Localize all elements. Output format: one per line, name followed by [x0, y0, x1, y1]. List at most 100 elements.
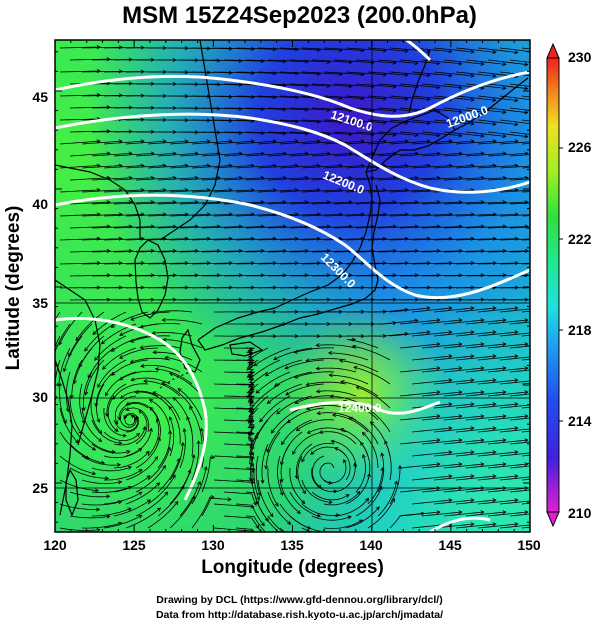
streamline-arrow — [162, 464, 166, 470]
streamline-arrow — [305, 406, 311, 411]
streamline-arrow — [118, 440, 123, 445]
streamline — [329, 374, 369, 385]
streamline — [223, 131, 265, 134]
streamline-arrow — [184, 261, 189, 266]
streamline-arrow — [537, 475, 540, 478]
streamline — [499, 308, 530, 313]
streamline — [487, 59, 528, 66]
streamline-arrow — [404, 72, 409, 77]
streamline — [465, 367, 506, 373]
streamline — [311, 455, 325, 489]
streamline — [465, 487, 506, 493]
streamline-arrow — [436, 109, 441, 114]
streamline — [311, 515, 352, 521]
streamline — [421, 511, 462, 517]
streamline — [59, 70, 101, 73]
colorbar-bottom-arrow — [546, 511, 560, 528]
streamline — [157, 226, 199, 229]
streamline — [279, 262, 321, 265]
streamline — [245, 371, 256, 386]
streamline-arrow — [537, 261, 540, 264]
streamline-arrow — [106, 57, 111, 62]
streamline-arrow — [155, 482, 161, 487]
streamline-arrow — [338, 533, 341, 536]
streamline-arrow — [238, 273, 243, 278]
streamline — [301, 479, 332, 503]
streamline-arrow — [351, 337, 357, 342]
streamline-arrow — [118, 261, 123, 266]
streamline — [267, 131, 309, 135]
streamline — [213, 213, 255, 217]
streamline — [245, 274, 287, 277]
streamline — [289, 491, 321, 517]
streamline-arrow — [148, 399, 154, 403]
streamline — [443, 152, 484, 157]
y-axis-title: Latitude (degrees) — [3, 205, 24, 371]
streamline — [301, 213, 343, 217]
streamline — [319, 431, 357, 445]
streamline-arrow — [404, 120, 409, 125]
streamline-arrow — [182, 427, 187, 433]
streamline-arrow — [524, 273, 529, 278]
streamline-arrow — [154, 456, 158, 461]
streamline-arrow — [480, 273, 485, 278]
streamline-arrow — [96, 93, 101, 98]
streamline — [477, 355, 518, 361]
streamline-arrow — [502, 414, 507, 419]
streamline — [443, 415, 484, 421]
streamline — [323, 119, 364, 123]
streamline — [465, 511, 506, 517]
streamline — [201, 250, 243, 253]
streamline — [169, 213, 211, 217]
streamline — [157, 201, 199, 205]
streamline-arrow — [238, 58, 243, 63]
streamline-arrow — [256, 496, 261, 501]
streamline-arrow — [353, 462, 358, 467]
streamline — [191, 466, 207, 505]
streamline-arrow — [104, 476, 110, 481]
streamline — [113, 250, 155, 253]
streamline — [521, 526, 530, 529]
streamline — [59, 407, 79, 444]
streamline — [169, 165, 210, 169]
streamline — [267, 515, 284, 532]
streamline — [301, 165, 342, 169]
streamline-arrow — [404, 96, 409, 101]
streamline — [355, 177, 396, 181]
streamline-arrow — [470, 450, 475, 455]
streamline-arrow — [458, 85, 463, 90]
streamline-arrow — [502, 462, 507, 467]
streamline — [521, 95, 530, 98]
streamline — [443, 319, 484, 325]
streamline — [323, 189, 364, 193]
streamline — [421, 391, 462, 397]
streamline-arrow — [285, 391, 290, 396]
streamline — [487, 439, 528, 445]
streamline-arrow — [414, 318, 419, 323]
streamline-arrow — [134, 390, 139, 395]
streamline-arrow — [338, 261, 343, 266]
streamline-arrow — [250, 139, 255, 144]
streamline-arrow — [470, 261, 475, 266]
streamline — [59, 383, 67, 424]
streamline-arrow — [122, 433, 127, 438]
streamline — [377, 59, 418, 64]
streamline — [147, 165, 188, 169]
streamline — [323, 519, 363, 529]
streamline — [257, 262, 299, 265]
streamline-arrow — [492, 306, 497, 311]
streamline — [487, 391, 528, 397]
streamline — [433, 140, 474, 145]
streamline — [285, 359, 325, 369]
streamline-arrow — [106, 105, 111, 110]
streamline — [81, 431, 116, 453]
y-tick-label: 30 — [32, 389, 48, 405]
streamline-arrow — [392, 273, 397, 278]
streamline-arrow — [458, 414, 463, 419]
streamline — [157, 250, 199, 253]
streamline-arrow — [514, 306, 519, 311]
streamline-arrow — [470, 522, 475, 527]
streamline — [389, 238, 431, 241]
streamline — [411, 355, 452, 361]
streamline-arrow — [537, 213, 540, 216]
